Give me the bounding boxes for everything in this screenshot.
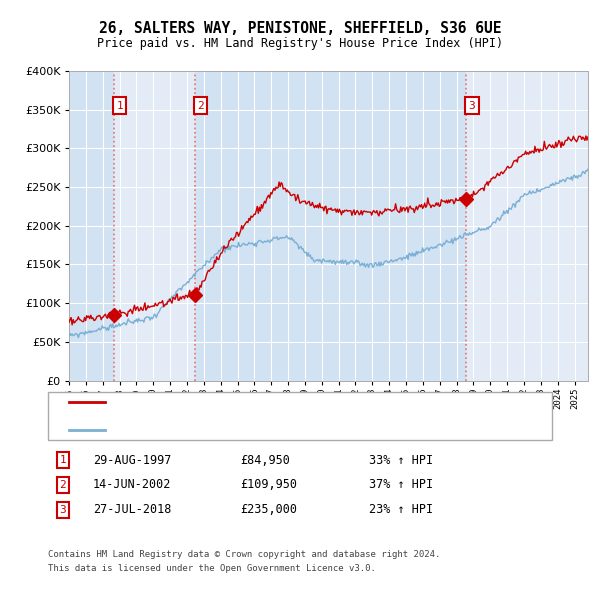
- Text: 1: 1: [59, 455, 67, 465]
- Text: 26, SALTERS WAY, PENISTONE, SHEFFIELD, S36 6UE (detached house): 26, SALTERS WAY, PENISTONE, SHEFFIELD, S…: [114, 398, 523, 407]
- Text: £84,950: £84,950: [240, 454, 290, 467]
- Text: 14-JUN-2002: 14-JUN-2002: [93, 478, 172, 491]
- Bar: [194, 71, 466, 381]
- Text: Contains HM Land Registry data © Crown copyright and database right 2024.: Contains HM Land Registry data © Crown c…: [48, 550, 440, 559]
- Bar: [69, 71, 114, 381]
- Text: 3: 3: [59, 505, 67, 514]
- Text: 37% ↑ HPI: 37% ↑ HPI: [369, 478, 433, 491]
- Bar: [466, 71, 588, 381]
- Text: £109,950: £109,950: [240, 478, 297, 491]
- Text: 26, SALTERS WAY, PENISTONE, SHEFFIELD, S36 6UE: 26, SALTERS WAY, PENISTONE, SHEFFIELD, S…: [99, 21, 501, 35]
- Text: 27-JUL-2018: 27-JUL-2018: [93, 503, 172, 516]
- Text: 1: 1: [116, 101, 123, 111]
- Text: £235,000: £235,000: [240, 503, 297, 516]
- Text: 2: 2: [197, 101, 204, 111]
- Text: Price paid vs. HM Land Registry's House Price Index (HPI): Price paid vs. HM Land Registry's House …: [97, 37, 503, 50]
- Text: 29-AUG-1997: 29-AUG-1997: [93, 454, 172, 467]
- Text: This data is licensed under the Open Government Licence v3.0.: This data is licensed under the Open Gov…: [48, 565, 376, 573]
- Bar: [114, 71, 194, 381]
- Text: 33% ↑ HPI: 33% ↑ HPI: [369, 454, 433, 467]
- Text: HPI: Average price, detached house, Barnsley: HPI: Average price, detached house, Barn…: [114, 425, 400, 434]
- Text: 23% ↑ HPI: 23% ↑ HPI: [369, 503, 433, 516]
- Text: 2: 2: [59, 480, 67, 490]
- Text: 3: 3: [469, 101, 475, 111]
